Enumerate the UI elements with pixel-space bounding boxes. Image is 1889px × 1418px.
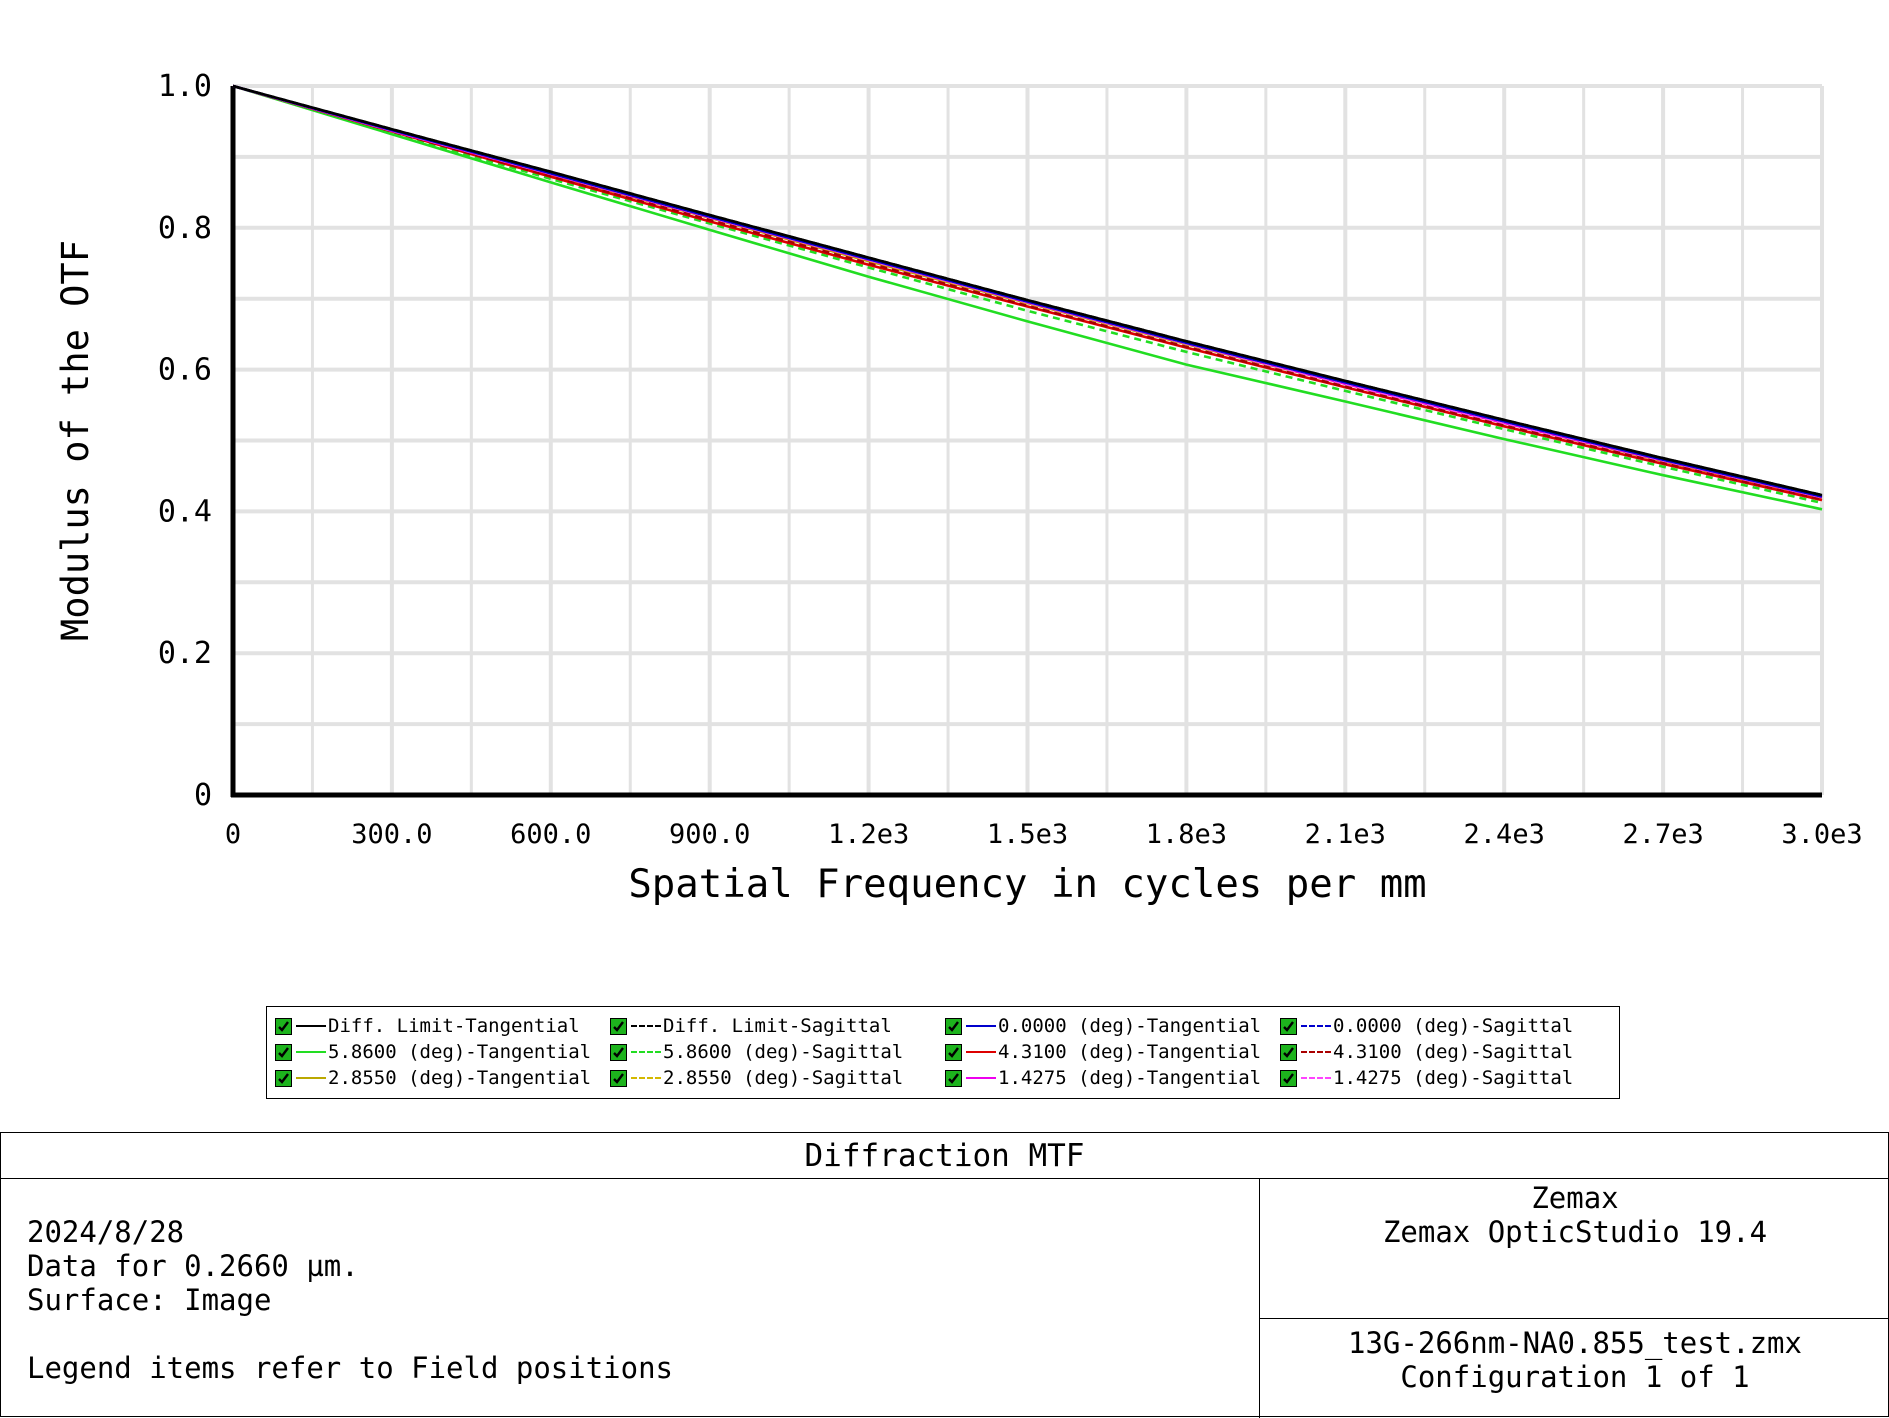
y-tick-label: 0.6 bbox=[158, 353, 212, 388]
x-tick-label: 900.0 bbox=[669, 819, 750, 850]
legend-item[interactable]: 5.8600 (deg)-Tangential bbox=[275, 1041, 591, 1063]
legend-swatch bbox=[631, 1051, 661, 1053]
y-tick-label: 0.4 bbox=[158, 494, 212, 529]
checkbox-checked-icon[interactable] bbox=[275, 1043, 292, 1061]
x-tick-label: 1.5e3 bbox=[987, 819, 1068, 850]
series-line-5 bbox=[232, 84, 1823, 505]
info-surface: Surface: Image bbox=[27, 1283, 272, 1317]
x-tick-label: 600.0 bbox=[510, 819, 591, 850]
legend-swatch bbox=[631, 1025, 661, 1027]
legend-label: 1.4275 (deg)-Sagittal bbox=[1333, 1067, 1574, 1089]
legend-swatch bbox=[296, 1051, 326, 1053]
info-details: 2024/8/28 Data for 0.2660 µm. Surface: I… bbox=[27, 1215, 673, 1385]
info-wavelength: Data for 0.2660 µm. bbox=[27, 1249, 359, 1283]
legend-item[interactable]: 4.3100 (deg)-Tangential bbox=[945, 1041, 1261, 1063]
info-panel: Diffraction MTF 2024/8/28 Data for 0.266… bbox=[0, 1132, 1889, 1418]
checkbox-checked-icon[interactable] bbox=[945, 1017, 962, 1035]
checkbox-checked-icon[interactable] bbox=[610, 1069, 627, 1087]
info-product: Zemax OpticStudio 19.4 bbox=[1382, 1215, 1768, 1249]
info-date: 2024/8/28 bbox=[27, 1215, 185, 1249]
checkbox-checked-icon[interactable] bbox=[1280, 1017, 1297, 1035]
y-tick-label: 0.2 bbox=[158, 636, 212, 671]
legend-swatch bbox=[296, 1025, 326, 1027]
x-tick-label: 1.8e3 bbox=[1146, 819, 1227, 850]
legend-swatch bbox=[631, 1077, 661, 1079]
legend-item[interactable]: 0.0000 (deg)-Tangential bbox=[945, 1015, 1261, 1037]
legend-item[interactable]: Diff. Limit-Tangential bbox=[275, 1015, 580, 1037]
info-vendor-box: Zemax Zemax OpticStudio 19.4 bbox=[1260, 1179, 1889, 1319]
legend-swatch bbox=[966, 1051, 996, 1053]
legend-label: Diff. Limit-Tangential bbox=[328, 1015, 580, 1037]
y-tick-label: 0 bbox=[194, 778, 212, 813]
y-tick-label: 1.0 bbox=[158, 69, 212, 104]
checkbox-checked-icon[interactable] bbox=[610, 1043, 627, 1061]
x-tick-label: 300.0 bbox=[351, 819, 432, 850]
info-right-panel: Zemax Zemax OpticStudio 19.4 13G-266nm-N… bbox=[1259, 1179, 1889, 1418]
legend-label: Diff. Limit-Sagittal bbox=[663, 1015, 892, 1037]
legend-label: 5.8600 (deg)-Sagittal bbox=[663, 1041, 904, 1063]
legend-swatch bbox=[966, 1025, 996, 1027]
legend-item[interactable]: 2.8550 (deg)-Sagittal bbox=[610, 1067, 903, 1089]
legend-label: 4.3100 (deg)-Tangential bbox=[998, 1041, 1262, 1063]
checkbox-checked-icon[interactable] bbox=[1280, 1069, 1297, 1087]
checkbox-checked-icon[interactable] bbox=[945, 1069, 962, 1087]
series-line-7 bbox=[232, 84, 1823, 501]
series-line-3 bbox=[232, 84, 1823, 498]
info-file: 13G-266nm-NA0.855_test.zmx bbox=[1348, 1326, 1802, 1360]
checkbox-checked-icon[interactable] bbox=[275, 1069, 292, 1087]
legend-item[interactable]: Diff. Limit-Sagittal bbox=[610, 1015, 892, 1037]
legend-item[interactable]: 1.4275 (deg)-Tangential bbox=[945, 1067, 1261, 1089]
legend-label: 1.4275 (deg)-Tangential bbox=[998, 1067, 1262, 1089]
x-tick-label: 2.4e3 bbox=[1464, 819, 1545, 850]
series-line-1 bbox=[232, 84, 1823, 497]
checkbox-checked-icon[interactable] bbox=[1280, 1043, 1297, 1061]
legend-label: 2.8550 (deg)-Tangential bbox=[328, 1067, 592, 1089]
legend-item[interactable]: 4.3100 (deg)-Sagittal bbox=[1280, 1041, 1573, 1063]
legend-item[interactable]: 2.8550 (deg)-Tangential bbox=[275, 1067, 591, 1089]
legend-label: 5.8600 (deg)-Tangential bbox=[328, 1041, 592, 1063]
legend-swatch bbox=[1301, 1051, 1331, 1053]
x-axis-label: Spatial Frequency in cycles per mm bbox=[628, 862, 1426, 907]
info-company: Zemax bbox=[1531, 1181, 1619, 1215]
series-line-4 bbox=[232, 84, 1823, 511]
y-tick-label: 0.8 bbox=[158, 211, 212, 246]
legend-swatch bbox=[1301, 1077, 1331, 1079]
x-tick-label: 3.0e3 bbox=[1781, 819, 1862, 850]
checkbox-checked-icon[interactable] bbox=[275, 1017, 292, 1035]
x-tick-label: 0 bbox=[225, 819, 241, 850]
legend-label: 0.0000 (deg)-Sagittal bbox=[1333, 1015, 1574, 1037]
legend-item[interactable]: 1.4275 (deg)-Sagittal bbox=[1280, 1067, 1573, 1089]
info-blank bbox=[27, 1317, 673, 1351]
x-tick-label: 2.7e3 bbox=[1622, 819, 1703, 850]
chart-legend: Diff. Limit-Tangential Diff. Limit-Sagitt… bbox=[266, 1006, 1620, 1099]
info-title: Diffraction MTF bbox=[1, 1133, 1888, 1179]
mtf-chart: 0 300.0 600.0 900.0 1.2e3 1.5e3 1.8e3 2.1e3 2.4e… bbox=[54, 69, 1863, 907]
checkbox-checked-icon[interactable] bbox=[945, 1043, 962, 1061]
legend-label: 0.0000 (deg)-Tangential bbox=[998, 1015, 1262, 1037]
legend-item[interactable]: 0.0000 (deg)-Sagittal bbox=[1280, 1015, 1573, 1037]
info-config: Configuration 1 of 1 bbox=[1400, 1360, 1750, 1394]
legend-label: 2.8550 (deg)-Sagittal bbox=[663, 1067, 904, 1089]
checkbox-checked-icon[interactable] bbox=[610, 1017, 627, 1035]
legend-swatch bbox=[966, 1077, 996, 1079]
x-tick-label: 2.1e3 bbox=[1305, 819, 1386, 850]
legend-item[interactable]: 5.8600 (deg)-Sagittal bbox=[610, 1041, 903, 1063]
y-axis-label: Modulus of the OTF bbox=[54, 240, 97, 641]
legend-label: 4.3100 (deg)-Sagittal bbox=[1333, 1041, 1574, 1063]
x-tick-label: 1.2e3 bbox=[828, 819, 909, 850]
legend-swatch bbox=[1301, 1025, 1331, 1027]
legend-swatch bbox=[296, 1077, 326, 1079]
info-legend-note: Legend items refer to Field positions bbox=[27, 1351, 674, 1385]
